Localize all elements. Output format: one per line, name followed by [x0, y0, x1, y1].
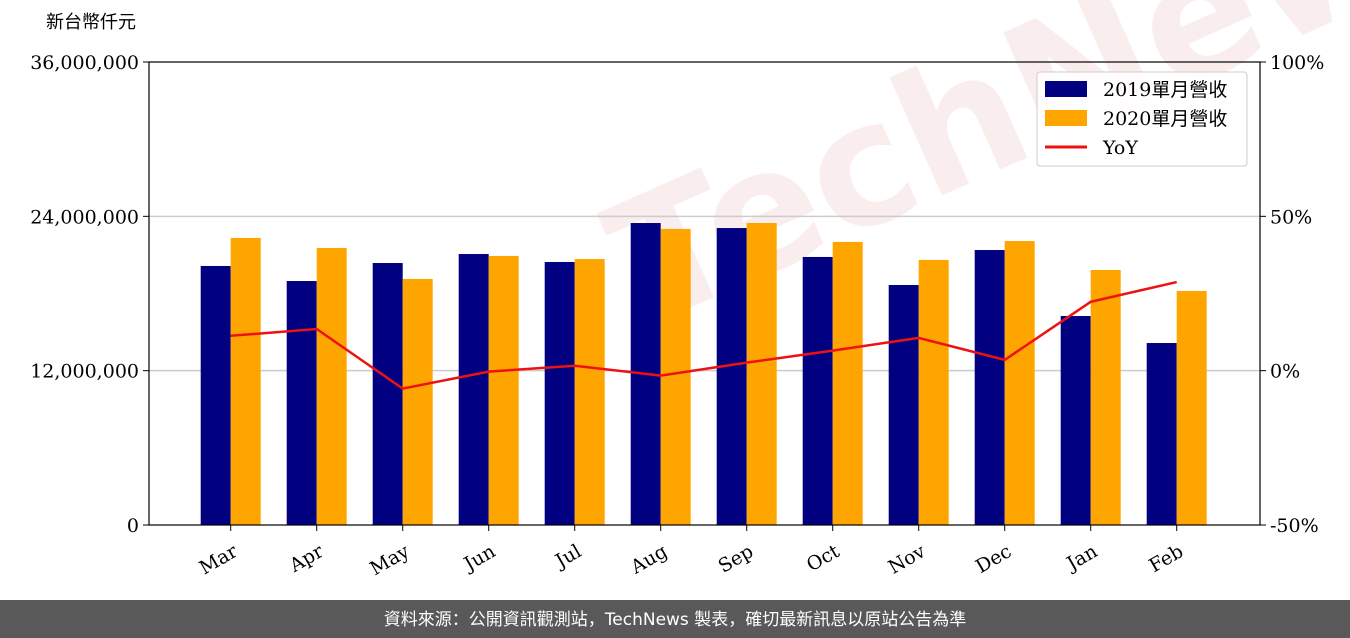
x-tick-label: Jul — [550, 540, 585, 573]
y2-tick-label: 100% — [1270, 52, 1324, 74]
plot-frame — [148, 61, 1261, 526]
bar — [974, 250, 1005, 525]
bar — [458, 254, 489, 525]
bar — [286, 281, 317, 525]
x-tick-label: Mar — [196, 540, 242, 579]
bar — [316, 247, 347, 525]
x-tick-label: Oct — [803, 540, 844, 576]
watermark: TechNews — [582, 0, 1350, 365]
x-tick-label: Feb — [1145, 540, 1187, 577]
bar — [1004, 241, 1035, 525]
x-tick-label: Dec — [972, 540, 1015, 578]
x-tick-label: Aug — [626, 540, 671, 579]
bar — [402, 278, 433, 525]
legend-swatch — [1045, 110, 1087, 126]
bar — [832, 241, 863, 525]
bar — [574, 259, 605, 525]
y-tick-label: 24,000,000 — [30, 206, 139, 228]
y2-tick-label: 50% — [1270, 206, 1312, 228]
x-tick-label: Jan — [1061, 540, 1101, 576]
source: 資料來源：公開資訊觀測站，TechNews 製表，確切最新訊息以原站公告為準 — [384, 610, 966, 630]
bar — [660, 228, 691, 525]
bar — [544, 261, 575, 525]
footer-bar — [0, 600, 1350, 638]
x-tick-label: Sep — [715, 540, 758, 577]
bar — [1146, 343, 1177, 525]
legend-label: 2019單月營收 — [1103, 79, 1227, 101]
bar — [1090, 269, 1121, 525]
legend-label: YoY — [1102, 137, 1138, 159]
bar — [372, 263, 403, 525]
y-axis-label: 新台幣仟元 — [46, 12, 136, 33]
y-tick-label: 36,000,000 — [30, 52, 139, 74]
bar — [230, 237, 261, 525]
bar — [888, 285, 919, 525]
bar — [488, 255, 519, 525]
bar — [802, 256, 833, 525]
x-tick-label: Apr — [285, 540, 328, 577]
legend-swatch — [1045, 81, 1087, 97]
bar — [1176, 290, 1207, 525]
bar — [1060, 316, 1091, 525]
y-tick-label: 12,000,000 — [30, 361, 139, 383]
y2-tick-label: -50% — [1270, 515, 1319, 537]
line — [230, 280, 1177, 390]
x-tick-label: Nov — [885, 540, 930, 579]
legend-label: 2020單月營收 — [1103, 108, 1227, 130]
x-tick-label: May — [366, 540, 413, 580]
bar — [746, 223, 777, 525]
legend-box — [1036, 71, 1248, 167]
y2-tick-label: 0% — [1270, 361, 1300, 383]
y-tick-label: 0 — [127, 515, 139, 537]
bar — [200, 265, 231, 525]
bar — [716, 228, 747, 526]
bar — [918, 259, 949, 525]
x-tick-label: Jun — [459, 540, 500, 576]
